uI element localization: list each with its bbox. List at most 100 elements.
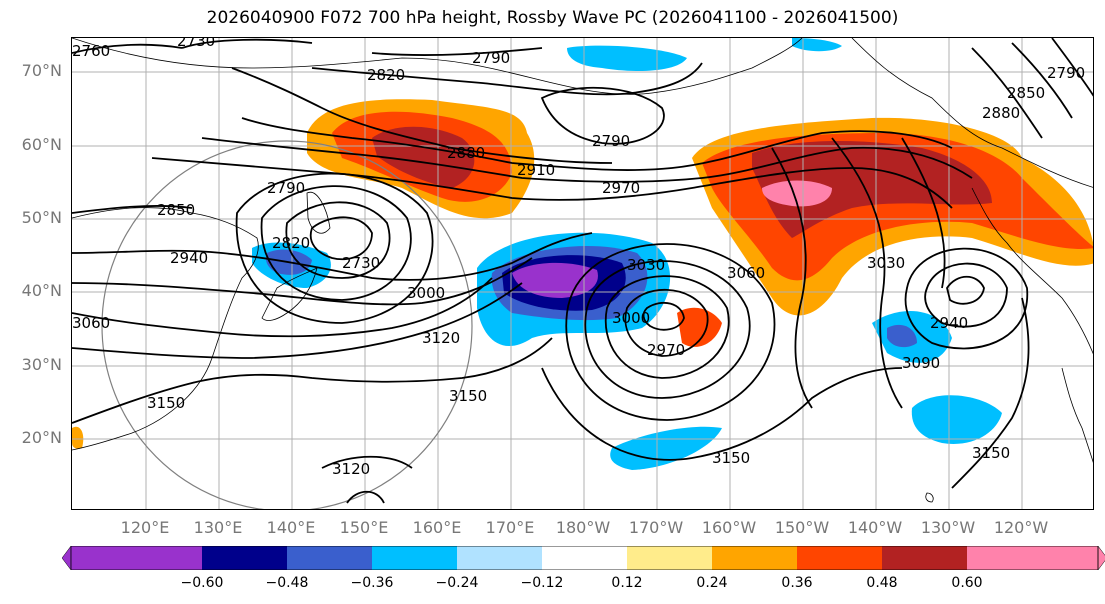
colorbar-bin bbox=[372, 546, 457, 570]
contour-2790-arctic bbox=[540, 86, 665, 145]
contour-label: 2880 bbox=[982, 104, 1020, 122]
contour-low-central-2 bbox=[624, 288, 709, 357]
anomaly-negative-south bbox=[610, 426, 722, 470]
contour-low-nw-3 bbox=[260, 185, 412, 301]
lon-label-140e: 140°E bbox=[266, 518, 316, 537]
contour-2820 bbox=[311, 62, 703, 96]
coastline-kamchatka bbox=[306, 191, 331, 234]
contour-2850 bbox=[72, 205, 193, 214]
contour-label: 2820 bbox=[367, 66, 405, 84]
contour-label: 3030 bbox=[867, 254, 905, 272]
contour-2880-ne bbox=[971, 47, 1043, 139]
contour-label: 2790 bbox=[592, 132, 630, 150]
lat-label-20n: 20°N bbox=[21, 428, 62, 447]
contour-low-nw-1 bbox=[309, 216, 373, 261]
contour-label: 2790 bbox=[472, 49, 510, 67]
contour-label: 3030 bbox=[627, 256, 665, 274]
lat-label-30n: 30°N bbox=[21, 355, 62, 374]
lon-label-160w: 160°W bbox=[701, 518, 757, 537]
colorbar-bin bbox=[287, 546, 372, 570]
contour-ridge-east-3 bbox=[901, 137, 946, 289]
contour-label: 3120 bbox=[422, 329, 460, 347]
contour-2940 bbox=[72, 232, 593, 281]
contour-low-east-1 bbox=[946, 275, 985, 305]
lon-label-120e: 120°E bbox=[120, 518, 170, 537]
anomaly-negative-central-pacific-peak bbox=[512, 262, 598, 298]
contour-3000 bbox=[72, 257, 533, 306]
contour-label: 2940 bbox=[170, 249, 208, 267]
contour-2850-ne bbox=[1011, 42, 1073, 119]
colorbar-tick: 0.36 bbox=[781, 575, 813, 591]
map-canvas: 2760 2730 2790 2820 2790 2880 2910 2970 … bbox=[72, 38, 1093, 509]
contour-label: 2910 bbox=[517, 161, 555, 179]
contour-2790-ne bbox=[1051, 38, 1093, 97]
coastlines bbox=[72, 38, 1093, 503]
lon-label-130e: 130°E bbox=[193, 518, 243, 537]
lon-label-150e: 150°E bbox=[339, 518, 389, 537]
contour-low-central-5 bbox=[565, 243, 776, 421]
lat-label-60n: 60°N bbox=[21, 135, 62, 154]
colorbar-tick: 0.24 bbox=[696, 575, 728, 591]
coastline-alaska bbox=[851, 38, 1093, 188]
colorbar-bin bbox=[967, 546, 1098, 570]
colorbar-bin bbox=[797, 546, 882, 570]
lat-label-50n: 50°N bbox=[21, 208, 62, 227]
contour-2910 bbox=[201, 137, 973, 183]
colorbar-tick: −0.12 bbox=[520, 575, 564, 591]
lat-label-40n: 40°N bbox=[21, 281, 62, 300]
lon-label-130w: 130°W bbox=[920, 518, 976, 537]
anomaly-negative-east-core bbox=[887, 324, 917, 348]
colorbar bbox=[62, 546, 1105, 570]
contour-low-central-1 bbox=[642, 301, 685, 331]
contour-label: 2850 bbox=[1007, 84, 1045, 102]
contour-label: 2940 bbox=[930, 314, 968, 332]
colorbar-bin bbox=[71, 546, 202, 570]
contour-label: 3120 bbox=[332, 460, 370, 478]
anomaly-positive-nw-pacific-peak bbox=[372, 126, 475, 188]
contour-label: 3000 bbox=[407, 284, 445, 302]
lon-label-120w: 120°W bbox=[993, 518, 1049, 537]
lon-label-160e: 160°E bbox=[412, 518, 462, 537]
anomaly-positive-alaska-max bbox=[762, 180, 832, 207]
anomaly-negative-south-east bbox=[911, 395, 1002, 444]
colorbar-tick: −0.60 bbox=[180, 575, 224, 591]
contour-3120-south bbox=[321, 455, 413, 469]
contour-label: 3060 bbox=[727, 264, 765, 282]
map-title: 2026040900 F072 700 hPa height, Rossby W… bbox=[206, 8, 899, 28]
contour-label: 2730 bbox=[177, 38, 215, 50]
anomaly-negative-northeast bbox=[792, 38, 842, 52]
contour-label: 3150 bbox=[712, 449, 750, 467]
lon-label-170w: 170°W bbox=[628, 518, 684, 537]
contour-2760 bbox=[72, 43, 183, 54]
contour-label: 2970 bbox=[647, 341, 685, 359]
contour-label: 2760 bbox=[72, 42, 110, 60]
colorbar-tick: −0.24 bbox=[435, 575, 479, 591]
contour-label: 2790 bbox=[267, 179, 305, 197]
colorbar-border bbox=[70, 546, 1099, 570]
contour-2790-north bbox=[371, 47, 543, 56]
contour-2970 bbox=[151, 157, 953, 209]
contour-label: 3060 bbox=[72, 314, 110, 332]
contour-ridge-east-1 bbox=[771, 147, 813, 409]
colorbar-extend-high bbox=[1097, 546, 1105, 570]
contour-2730 bbox=[181, 38, 313, 49]
coastline-mexico bbox=[1061, 367, 1093, 463]
contour-label: 2790 bbox=[1047, 64, 1085, 82]
contour-label: 2850 bbox=[157, 201, 195, 219]
colorbar-tick: −0.48 bbox=[265, 575, 309, 591]
contour-low-central-3 bbox=[604, 275, 730, 379]
contour-label: 3090 bbox=[902, 354, 940, 372]
contour-label: 3150 bbox=[147, 394, 185, 412]
anomaly-negative-north bbox=[567, 45, 687, 71]
colorbar-bin bbox=[457, 546, 542, 570]
contour-low-east-2 bbox=[924, 262, 1008, 328]
contour-3060 bbox=[72, 277, 493, 338]
contour-label: 2880 bbox=[447, 144, 485, 162]
height-contours bbox=[72, 38, 1093, 504]
contour-label: 3150 bbox=[449, 387, 487, 405]
lon-label-180w: 180°W bbox=[555, 518, 611, 537]
lon-label-140w: 140°W bbox=[847, 518, 903, 537]
contour-low-south bbox=[346, 490, 385, 504]
contour-3150-east bbox=[951, 297, 1030, 489]
anomaly-positive-edge bbox=[72, 426, 84, 449]
